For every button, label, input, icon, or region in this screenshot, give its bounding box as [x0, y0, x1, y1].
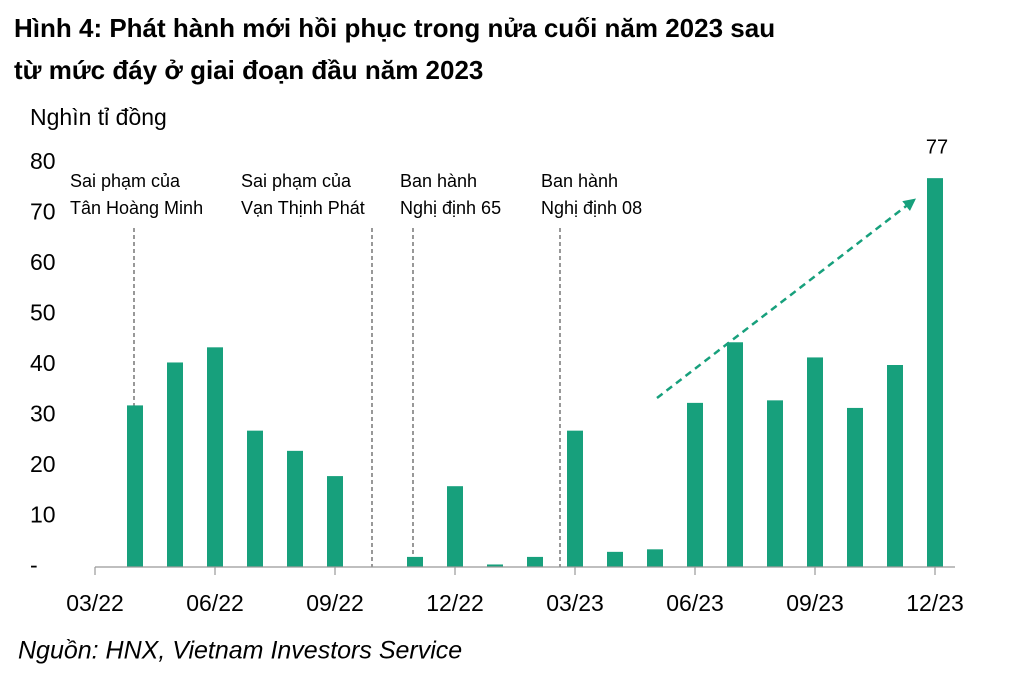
- bar: [207, 347, 223, 567]
- bar: [807, 357, 823, 567]
- x-tick-label: 09/23: [786, 590, 844, 616]
- y-tick-label: 70: [30, 199, 56, 225]
- bar: [247, 430, 263, 567]
- y-tick-label: -: [30, 552, 38, 578]
- x-tick-label: 09/22: [306, 590, 364, 616]
- bar: [847, 407, 863, 567]
- annotation-text: Ban hành: [541, 171, 618, 191]
- bar: [127, 405, 143, 567]
- x-tick-label: 03/22: [66, 590, 124, 616]
- bar: [167, 362, 183, 567]
- bar: [287, 450, 303, 567]
- x-tick-label: 06/22: [186, 590, 244, 616]
- bar: [647, 549, 663, 567]
- annotation-text: Nghị định 08: [541, 198, 642, 218]
- y-tick-label: 60: [30, 249, 56, 275]
- data-label: 77: [926, 136, 948, 158]
- y-axis-label: Nghìn tỉ đồng: [30, 104, 167, 130]
- x-tick-label: 03/23: [546, 590, 604, 616]
- bar: [527, 556, 543, 567]
- y-tick-label: 80: [30, 148, 56, 174]
- bar: [887, 365, 903, 567]
- x-tick-label: 12/22: [426, 590, 484, 616]
- bar: [487, 564, 503, 567]
- chart-title: Hình 4: Phát hành mới hồi phục trong nửa…: [14, 13, 775, 43]
- annotation-text: Sai phạm của: [70, 171, 181, 191]
- y-tick-label: 40: [30, 350, 56, 376]
- annotation-text: Ban hành: [400, 171, 477, 191]
- bar: [727, 342, 743, 567]
- annotation-text: Sai phạm của: [241, 171, 352, 191]
- chart-title: từ mức đáy ở giai đoạn đầu năm 2023: [14, 55, 483, 85]
- bar: [407, 556, 423, 567]
- trend-arrow: [656, 198, 916, 399]
- y-tick-label: 20: [30, 451, 56, 477]
- bar: [607, 551, 623, 567]
- bar: [567, 430, 583, 567]
- annotation-text: Vạn Thịnh Phát: [241, 198, 365, 218]
- y-tick-label: 50: [30, 300, 56, 326]
- bar: [927, 178, 943, 567]
- annotation-text: Nghị định 65: [400, 198, 501, 218]
- source: Nguồn: HNX, Vietnam Investors Service: [18, 637, 462, 665]
- annotation-text: Tân Hoàng Minh: [70, 198, 203, 218]
- y-tick-label: 10: [30, 502, 56, 528]
- bar: [327, 476, 343, 567]
- y-tick-label: 30: [30, 401, 56, 427]
- bar: [767, 400, 783, 567]
- bar: [447, 486, 463, 567]
- x-tick-label: 06/23: [666, 590, 724, 616]
- x-tick-label: 12/23: [906, 590, 964, 616]
- bar: [687, 402, 703, 567]
